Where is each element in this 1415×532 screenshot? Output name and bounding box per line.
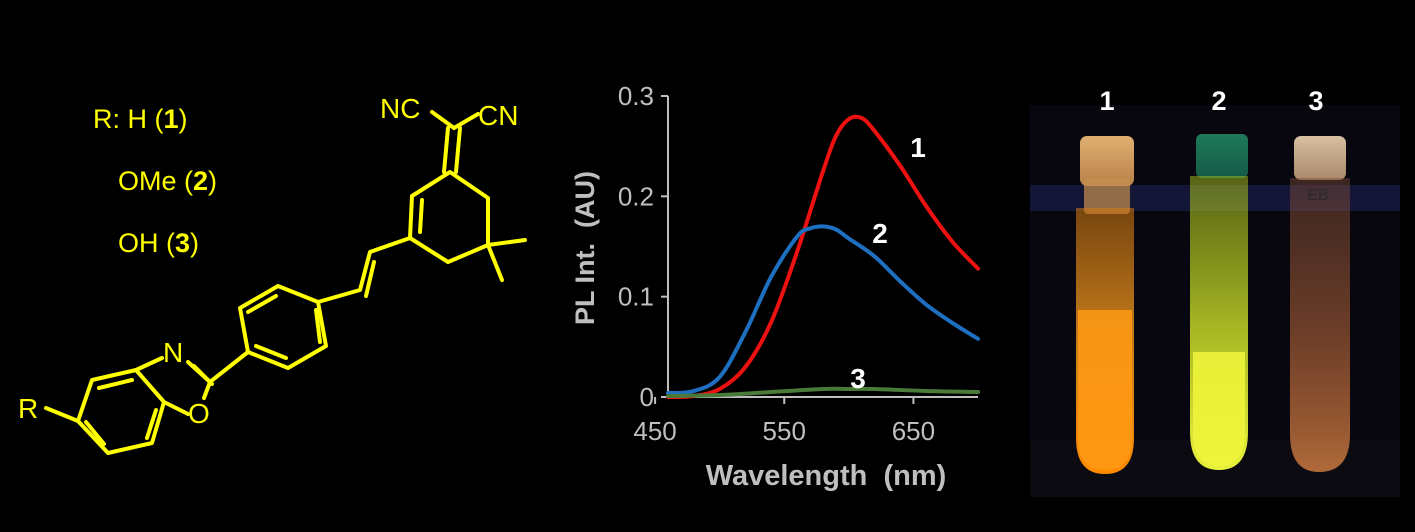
tube-label-2: 2 (1211, 86, 1226, 116)
tube-3: EB (1290, 136, 1350, 472)
cyclohexene-double-bond (418, 198, 424, 234)
structure-labels: NC CN N O R (18, 93, 518, 429)
tube-2-cap (1196, 134, 1248, 178)
tube-label-1: 1 (1099, 86, 1114, 116)
series-line-1 (666, 114, 980, 399)
phenyl-inner-bonds (246, 294, 322, 360)
tube-3-cap-marking: EB (1307, 187, 1328, 204)
r-group-legend: R: H (1) OMe (2) OH (3) (93, 104, 217, 258)
gem-dimethyl-bonds (486, 238, 527, 282)
atom-label-o: O (188, 398, 210, 429)
x-tick-label: 650 (892, 416, 935, 446)
tube-1-crystals (1078, 310, 1132, 470)
x-axis-title: Wavelength (nm) (706, 460, 947, 492)
y-axis-title: PL Int. (AU) (570, 171, 600, 325)
series-label-2: 2 (872, 218, 888, 249)
atom-label-n: N (163, 337, 183, 368)
r-legend-item-3: OH (3) (118, 228, 199, 258)
tube-3-cap (1294, 136, 1346, 180)
oxazole-phenyl-bond (208, 350, 250, 384)
series-label-1: 1 (910, 132, 926, 163)
uv-tube-photo: EB 1 2 3 (1030, 86, 1400, 497)
vinylene-double-bond (364, 260, 376, 298)
chart-series-labels: 1 2 3 (850, 132, 926, 394)
cyclohexene-ring (408, 170, 490, 264)
series-line-2 (666, 224, 980, 395)
x-tick-label: 550 (763, 416, 806, 446)
benzene-inner-bonds (84, 378, 158, 446)
chart-ticks: 0 0.1 0.2 0.3 450 550 650 (618, 81, 935, 446)
y-tick-label: 0.2 (618, 181, 654, 211)
tube-1 (1076, 136, 1134, 474)
tube-label-3: 3 (1308, 86, 1323, 116)
dicyanomethylene-double-bond (442, 126, 462, 174)
y-tick-label: 0 (640, 382, 654, 412)
chart-series (666, 114, 980, 399)
tube-1-cap (1080, 136, 1134, 186)
tube-3-body (1290, 178, 1350, 472)
tube-labels: 1 2 3 (1099, 86, 1323, 116)
r-legend-item-2: OMe (2) (118, 166, 217, 196)
chart-axes (667, 96, 978, 398)
atom-label-r: R (18, 393, 38, 424)
y-tick-label: 0.1 (618, 282, 654, 312)
tube-2 (1190, 134, 1248, 470)
atom-label-cn: CN (478, 100, 518, 131)
r-legend-item-1: R: H (1) (93, 104, 188, 134)
vinylene-bonds (316, 236, 412, 304)
tube-2-crystals (1193, 352, 1245, 466)
atom-label-nc: NC (380, 93, 420, 124)
series-line-3 (666, 386, 980, 398)
y-tick-label: 0.3 (618, 81, 654, 111)
molecular-structure (44, 110, 527, 455)
x-tick-label: 450 (633, 416, 676, 446)
dicyano-bonds (430, 110, 480, 130)
series-label-3: 3 (850, 363, 866, 394)
tube-1-stopper (1084, 178, 1130, 214)
r-substituent-bond (44, 406, 80, 423)
